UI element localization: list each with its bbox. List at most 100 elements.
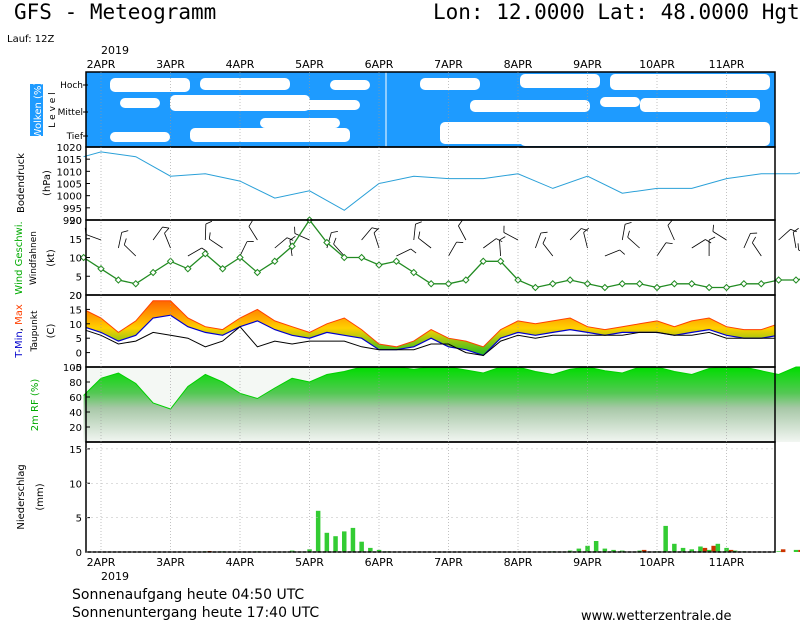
temp-max-line — [86, 300, 775, 348]
wind-barb-flag — [456, 241, 464, 243]
cloud-label-bg — [30, 84, 43, 136]
precip-bar — [602, 548, 608, 552]
wind-barb-flag — [790, 228, 797, 233]
wind-barb-staff — [667, 225, 675, 241]
wind-barb-flag — [418, 231, 421, 239]
precip-unit: (mm) — [35, 483, 46, 510]
precip-bar — [576, 548, 582, 552]
wind-barb — [361, 227, 379, 241]
wind-barb-flag — [289, 236, 296, 241]
date-label-top: 3APR — [156, 58, 185, 71]
wind-barb-staff — [274, 237, 288, 249]
wind-barb-flag — [503, 225, 505, 233]
pressure-tick-label: 1020 — [57, 143, 82, 154]
wind-barb — [778, 228, 797, 241]
precip-bar — [680, 547, 686, 552]
cloud-blob — [610, 74, 770, 90]
humidity-ylabel: 2m RF (%) — [30, 379, 41, 432]
wind-barb — [413, 221, 422, 241]
wind-speed-point — [462, 276, 470, 284]
wind-barb — [691, 239, 712, 249]
wind-barb-flag — [458, 220, 463, 227]
date-label-top: 10APR — [639, 58, 675, 71]
cloud-blob — [110, 132, 170, 142]
date-label-bottom: 5APR — [295, 556, 324, 569]
wind-tick-label: 20 — [69, 216, 82, 227]
temp-tick-label: 5 — [76, 334, 82, 345]
pressure-tick-label: 1000 — [57, 192, 82, 203]
precipitation-frame — [85, 441, 776, 553]
wind-barb — [418, 231, 432, 249]
cloud-level-tief: Tief — [66, 132, 84, 142]
date-label-bottom: 3APR — [156, 556, 185, 569]
wind-barb-flag — [627, 230, 630, 238]
wind-barb-flag — [752, 236, 756, 243]
wind-barb-flag — [665, 242, 673, 245]
date-label-bottom: 2APR — [87, 556, 116, 569]
wind-barb-staff — [656, 242, 667, 257]
cloud-blob — [640, 98, 760, 112]
wind-barb-flag — [205, 220, 213, 225]
precip-bar — [585, 545, 590, 552]
precip-bar-red — [780, 549, 786, 553]
wind-barb-staff — [204, 223, 207, 241]
wind-speed-point — [722, 283, 731, 292]
wind-barb — [333, 237, 345, 257]
wind-barb-staff — [483, 238, 497, 249]
wind-speed-point — [653, 283, 661, 292]
wind-barb-staff — [604, 249, 620, 257]
wind-barb — [448, 241, 464, 257]
precip-bar — [359, 541, 364, 552]
website-credit: www.wetterzentrale.de — [581, 609, 732, 624]
wind-barb — [797, 243, 800, 257]
wind-barb-staff — [503, 232, 519, 241]
wind-barb — [483, 238, 503, 249]
wind-barb-flag — [540, 231, 548, 234]
wind-barb-flag — [164, 227, 170, 234]
wind-speed-point — [253, 268, 262, 277]
wind-speed-point — [114, 276, 123, 284]
temp-tick-label: 15 — [69, 305, 82, 316]
wind-barb — [503, 225, 519, 241]
wind-barb-flag — [705, 239, 712, 244]
sunset-text: Sonnenuntergang heute 17:40 UTC — [72, 605, 320, 621]
wind-barb-staff — [361, 227, 373, 241]
humidity-tick-label: 40 — [69, 408, 82, 419]
wind-barb-flag — [792, 227, 799, 233]
wind-barb-staff — [743, 233, 751, 249]
wind-barb — [708, 236, 716, 256]
wind-speed-point — [288, 242, 296, 250]
wind-speed-point — [618, 280, 626, 288]
precip-bar-red — [798, 549, 800, 552]
temp-min-label: T-Min — [14, 331, 25, 359]
wind-barb-staff — [209, 238, 223, 249]
cloud-blob — [470, 100, 590, 112]
precip-bar — [776, 551, 781, 552]
pressure-ylabel: Bodendruck — [16, 153, 27, 213]
precip-bar-red — [711, 545, 716, 552]
wind-barb — [294, 226, 310, 241]
wind-barb-staff — [118, 232, 123, 249]
wind-speed-point — [479, 257, 487, 265]
wind-speed-point — [757, 280, 765, 288]
wind-barb-flag — [499, 236, 506, 241]
wind-barb — [792, 227, 799, 249]
precip-tick-label: 15 — [69, 445, 82, 456]
precip-bar — [663, 525, 668, 552]
wind-speed-point — [531, 283, 540, 292]
wind-barb-staff — [396, 248, 411, 257]
wind-barb-staff — [164, 233, 171, 249]
wind-barb — [499, 236, 506, 257]
cloud-blob — [300, 100, 360, 110]
cloud-blob — [200, 78, 290, 90]
wind-speed-point — [323, 238, 331, 247]
cloud-blob — [260, 118, 340, 128]
wind-speed-point — [201, 250, 209, 258]
cloud-level-mittel: Mittel — [58, 108, 83, 118]
date-label-top: 8APR — [504, 58, 533, 71]
precip-bar — [342, 531, 347, 552]
wind-barb-staff — [691, 239, 706, 249]
wind-barb-flag — [667, 219, 673, 226]
temp-unit: (C) — [46, 324, 57, 339]
